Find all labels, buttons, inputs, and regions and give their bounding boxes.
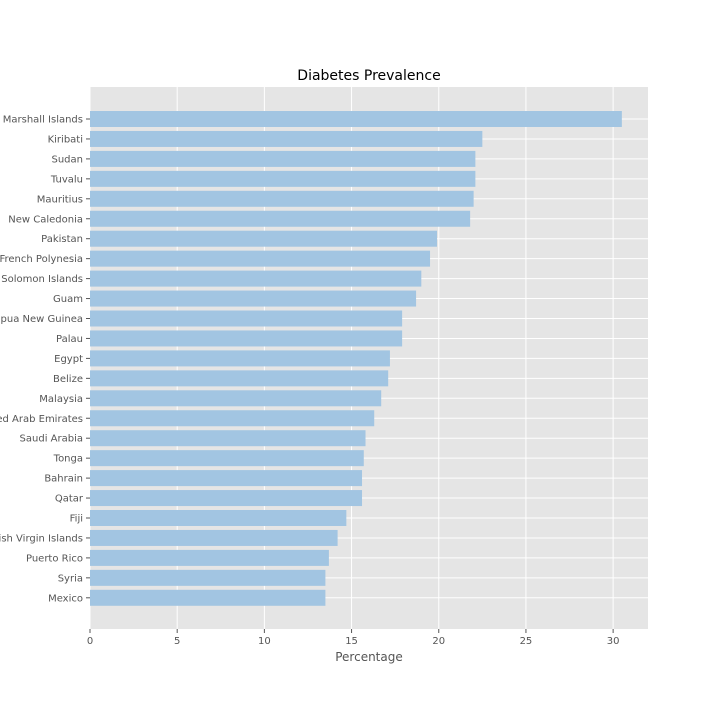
y-tick-label: Pakistan: [41, 234, 83, 245]
y-tick-label: Papua New Guinea: [0, 314, 83, 325]
x-tick-label: 30: [607, 636, 620, 647]
bar: [90, 130, 483, 147]
y-tick-label: Guam: [53, 294, 83, 305]
bar: [90, 250, 431, 267]
bar: [90, 290, 417, 307]
x-tick-label: 20: [432, 636, 445, 647]
x-axis-ticks: 0 5 10 15 20 25 30: [87, 629, 620, 647]
y-tick-label: Fiji: [70, 514, 83, 525]
x-tick-label: 10: [258, 636, 271, 647]
y-tick-label: Bahrain: [44, 474, 83, 485]
bar: [90, 370, 389, 387]
y-tick-label: Kiribati: [48, 134, 83, 145]
bar: [90, 549, 329, 566]
bar: [90, 410, 375, 427]
bar: [90, 569, 326, 586]
y-tick-label: Mexico: [48, 593, 83, 604]
bar: [90, 190, 474, 207]
x-tick-label: 25: [520, 636, 533, 647]
chart-title: Diabetes Prevalence: [297, 68, 440, 84]
y-tick-label: Palau: [56, 334, 83, 345]
x-tick-label: 15: [345, 636, 358, 647]
y-tick-label: Malaysia: [39, 394, 83, 405]
y-axis-ticks: Marshall Islands Kiribati Sudan Tuvalu Mauri…: [0, 115, 90, 604]
y-tick-label: Mauritius: [37, 194, 83, 205]
x-tick-label: 0: [87, 636, 93, 647]
y-tick-label: United Arab Emirates: [0, 414, 83, 425]
y-tick-label: Puerto Rico: [26, 553, 83, 564]
bar: [90, 450, 364, 467]
y-tick-label: French Polynesia: [0, 254, 83, 265]
y-tick-label: Qatar: [55, 494, 84, 505]
y-tick-label: British Virgin Islands: [0, 533, 83, 544]
bar: [90, 390, 382, 407]
bar: [90, 510, 347, 526]
y-tick-label: Egypt: [54, 354, 83, 365]
bar: [90, 310, 403, 327]
bar: [90, 430, 366, 447]
x-axis-label: Percentage: [335, 650, 403, 664]
bar: [90, 230, 438, 247]
bar: [90, 270, 422, 287]
y-tick-label: New Caledonia: [8, 214, 83, 225]
x-tick-label: 5: [174, 636, 180, 647]
bar: [90, 111, 622, 127]
bar: [90, 210, 471, 227]
bar-series: [90, 111, 622, 606]
bar: [90, 350, 390, 367]
y-tick-label: Syria: [58, 573, 83, 584]
y-tick-label: Tonga: [53, 454, 83, 465]
bar: [90, 330, 403, 347]
y-tick-label: Belize: [53, 374, 83, 385]
y-tick-label: Tuvalu: [50, 174, 83, 185]
y-tick-label: Sudan: [52, 154, 84, 165]
bar: [90, 529, 338, 546]
y-tick-label: Saudi Arabia: [20, 434, 83, 445]
bar: [90, 150, 476, 167]
bar: [90, 589, 326, 606]
y-tick-label: Marshall Islands: [3, 115, 83, 126]
y-tick-label: Solomon Islands: [1, 274, 83, 285]
bar: [90, 170, 476, 187]
bar: [90, 490, 363, 507]
bar: [90, 470, 363, 487]
